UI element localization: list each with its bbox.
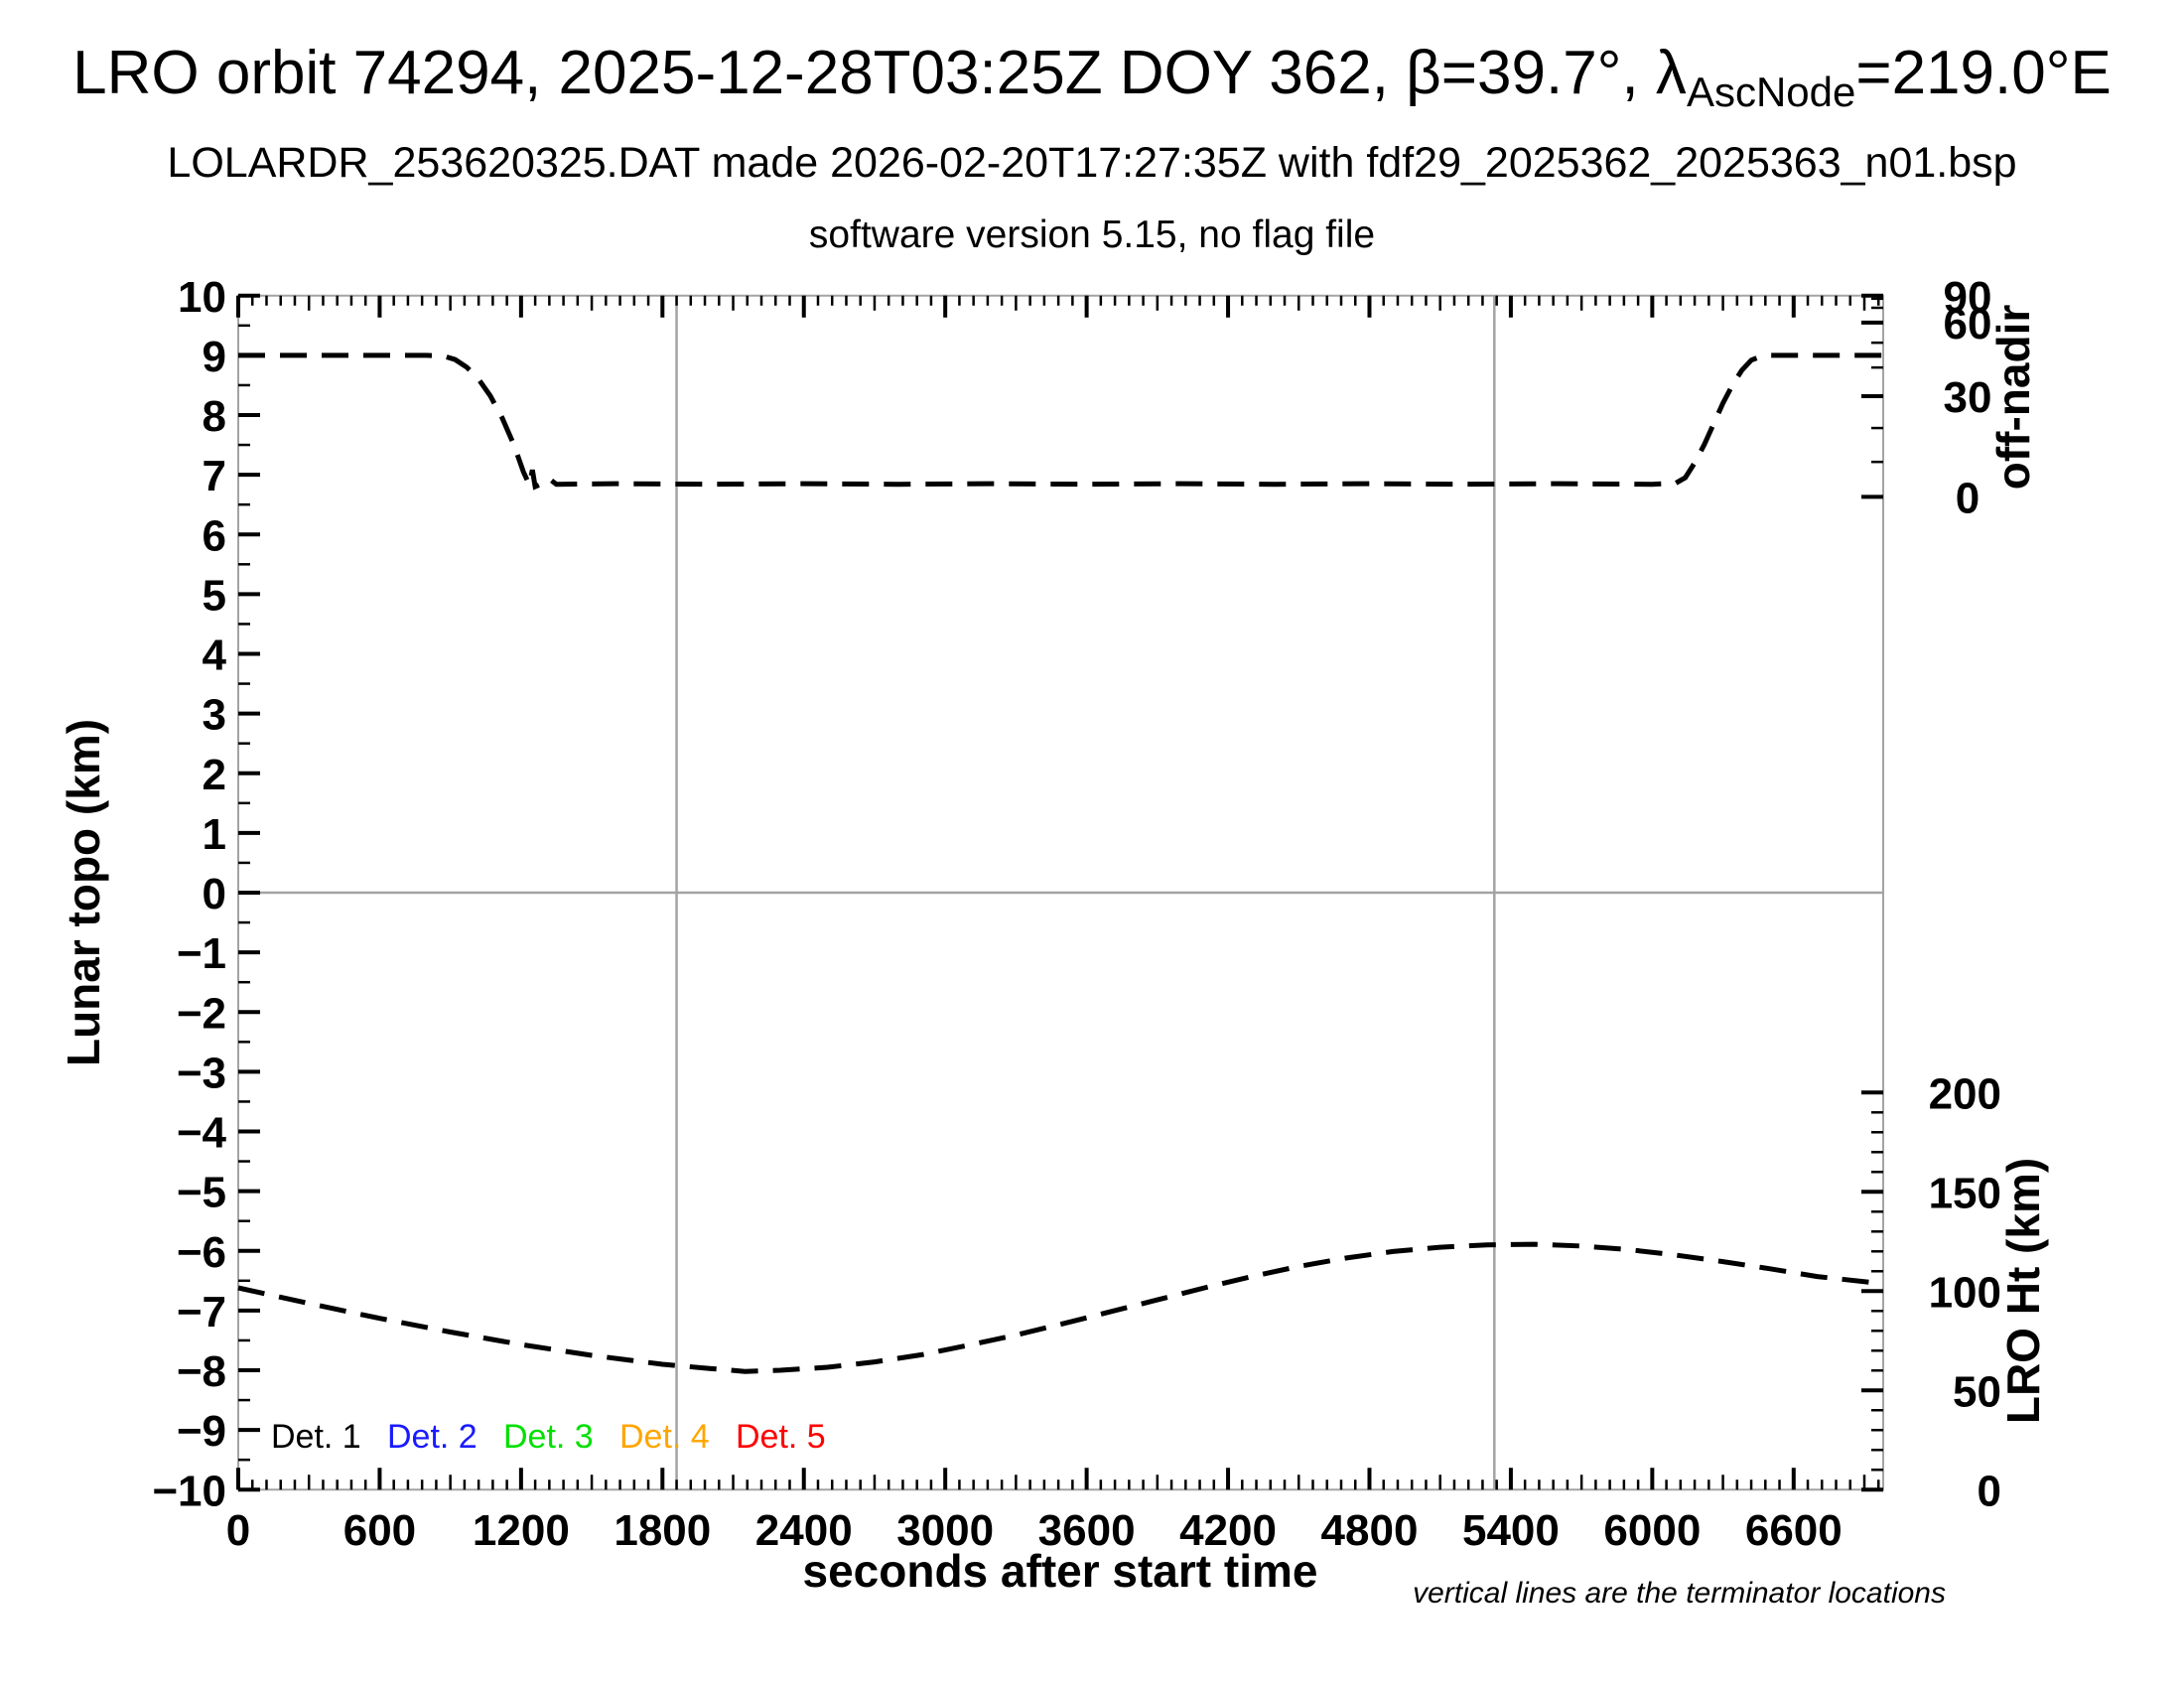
x-tick-label: 600 bbox=[343, 1506, 416, 1555]
left-tick-label: −1 bbox=[177, 929, 226, 978]
left-tick-label: 4 bbox=[203, 632, 227, 680]
left-tick-label: −10 bbox=[152, 1467, 226, 1515]
left-tick-label: −5 bbox=[177, 1169, 226, 1217]
x-tick-label: 3000 bbox=[896, 1506, 994, 1555]
page-title: LRO orbit 74294, 2025-12-28T03:25Z DOY 3… bbox=[0, 38, 2184, 115]
lroht-tick-label: 50 bbox=[1953, 1367, 2001, 1416]
left-tick-label: 7 bbox=[203, 452, 226, 500]
left-tick-label: −8 bbox=[177, 1347, 226, 1396]
left-tick-label: 3 bbox=[203, 691, 226, 740]
left-tick-label: 8 bbox=[203, 392, 226, 441]
left-tick-label: −2 bbox=[177, 989, 226, 1038]
x-axis-title: seconds after start time bbox=[803, 1545, 1318, 1597]
x-tick-label: 1200 bbox=[473, 1506, 570, 1555]
lroht-tick-label: 200 bbox=[1929, 1069, 2001, 1118]
title-suffix: =219.0°E bbox=[1855, 39, 2112, 107]
legend-item-det-4: Det. 4 bbox=[619, 1418, 710, 1456]
legend-item-det-3: Det. 3 bbox=[503, 1418, 594, 1456]
lroht-tick-label: 150 bbox=[1929, 1169, 2001, 1217]
subtitle-file-line: LOLARDR_253620325.DAT made 2026-02-20T17… bbox=[167, 139, 2017, 187]
x-tick-label: 6600 bbox=[1745, 1506, 1843, 1555]
x-tick-label: 4200 bbox=[1179, 1506, 1277, 1555]
lroht-tick-label: 100 bbox=[1929, 1268, 2001, 1317]
legend-item-det-2: Det. 2 bbox=[387, 1418, 478, 1456]
left-tick-label: 9 bbox=[203, 333, 226, 381]
left-tick-label: −6 bbox=[177, 1228, 226, 1277]
left-tick-label: 1 bbox=[203, 810, 226, 859]
left-tick-label: −4 bbox=[177, 1109, 227, 1158]
terminator-note: vertical lines are the terminator locati… bbox=[1413, 1577, 1946, 1610]
lroht-tick-label: 0 bbox=[1978, 1467, 2001, 1515]
x-tick-label: 1800 bbox=[614, 1506, 711, 1555]
offnadir-tick-label: 0 bbox=[1956, 474, 1979, 522]
series-off-nadir-angle bbox=[238, 352, 1883, 493]
left-tick-label: 10 bbox=[178, 273, 226, 322]
left-tick-label: −7 bbox=[177, 1288, 226, 1336]
left-tick-label: 2 bbox=[203, 751, 226, 799]
left-axis-title: Lunar topo (km) bbox=[58, 719, 109, 1066]
x-tick-label: 4800 bbox=[1321, 1506, 1419, 1555]
x-tick-label: 2400 bbox=[755, 1506, 853, 1555]
x-tick-label: 3600 bbox=[1038, 1506, 1136, 1555]
subtitle-software-line: software version 5.15, no flag file bbox=[808, 213, 1376, 256]
legend-item-det-1: Det. 1 bbox=[271, 1418, 361, 1456]
offnadir-tick-label: 30 bbox=[1944, 373, 1992, 422]
legend-item-det-5: Det. 5 bbox=[736, 1418, 826, 1456]
offnadir-axis-title: off-nadir bbox=[1987, 305, 2039, 491]
left-tick-label: 6 bbox=[203, 511, 226, 560]
left-tick-label: −9 bbox=[177, 1407, 226, 1456]
x-tick-label: 0 bbox=[226, 1506, 250, 1555]
left-tick-label: −3 bbox=[177, 1049, 226, 1097]
x-tick-label: 5400 bbox=[1462, 1506, 1560, 1555]
title-prefix: LRO orbit 74294, 2025-12-28T03:25Z DOY 3… bbox=[72, 39, 1687, 107]
left-tick-label: 5 bbox=[203, 571, 226, 620]
offnadir-tick-label: 90 bbox=[1944, 273, 1992, 322]
x-tick-label: 6000 bbox=[1603, 1506, 1701, 1555]
left-tick-label: 0 bbox=[203, 870, 226, 918]
series-LRO-height bbox=[237, 1241, 1884, 1374]
lro-height-axis-title: LRO Ht (km) bbox=[1997, 1158, 2049, 1424]
title-subscript: AscNode bbox=[1686, 69, 1856, 115]
offnadir-tick-label: 60 bbox=[1944, 300, 1992, 349]
